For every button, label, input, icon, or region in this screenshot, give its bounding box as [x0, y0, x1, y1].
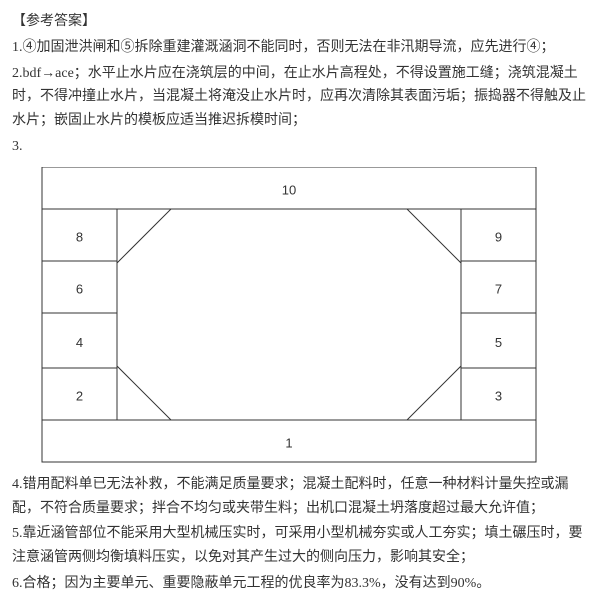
- svg-text:5: 5: [495, 335, 502, 350]
- svg-text:7: 7: [495, 281, 502, 296]
- pour-sequence-diagram: 10 1 8 9 6 7 4 5 2 3: [12, 167, 566, 467]
- answer-item-6: 6.合格；因为主要单元、重要隐蔽单元工程的优良率为83.3%，没有达到90%。: [12, 572, 588, 596]
- answer-item-4: 4.错用配料单已无法补救，不能满足质量要求；混凝土配料时，任意一种材料计量失控或…: [12, 473, 588, 521]
- svg-text:6: 6: [76, 281, 83, 296]
- svg-text:4: 4: [76, 335, 83, 350]
- document-body: 【参考答案】 1.④加固泄洪闸和⑤拆除重建灌溉涵洞不能同时，否则无法在非汛期导流…: [0, 0, 600, 608]
- answer-item-3-label: 3.: [12, 135, 588, 159]
- answer-item-5: 5.靠近涵管部位不能采用大型机械压实时，可采用小型机械夯实或人工夯实；填土碾压时…: [12, 522, 588, 570]
- answer-item-2: 2.bdf→ace；水平止水片应在浇筑层的中间，在止水片高程处，不得设置施工缝；…: [12, 62, 588, 133]
- answer-header: 【参考答案】: [12, 10, 588, 34]
- svg-text:10: 10: [282, 182, 296, 197]
- svg-text:3: 3: [495, 388, 502, 403]
- svg-text:9: 9: [495, 229, 502, 244]
- svg-text:1: 1: [285, 435, 292, 450]
- svg-text:8: 8: [76, 229, 83, 244]
- answer-item-1: 1.④加固泄洪闸和⑤拆除重建灌溉涵洞不能同时，否则无法在非汛期导流，应先进行④；: [12, 36, 588, 60]
- svg-text:2: 2: [76, 388, 83, 403]
